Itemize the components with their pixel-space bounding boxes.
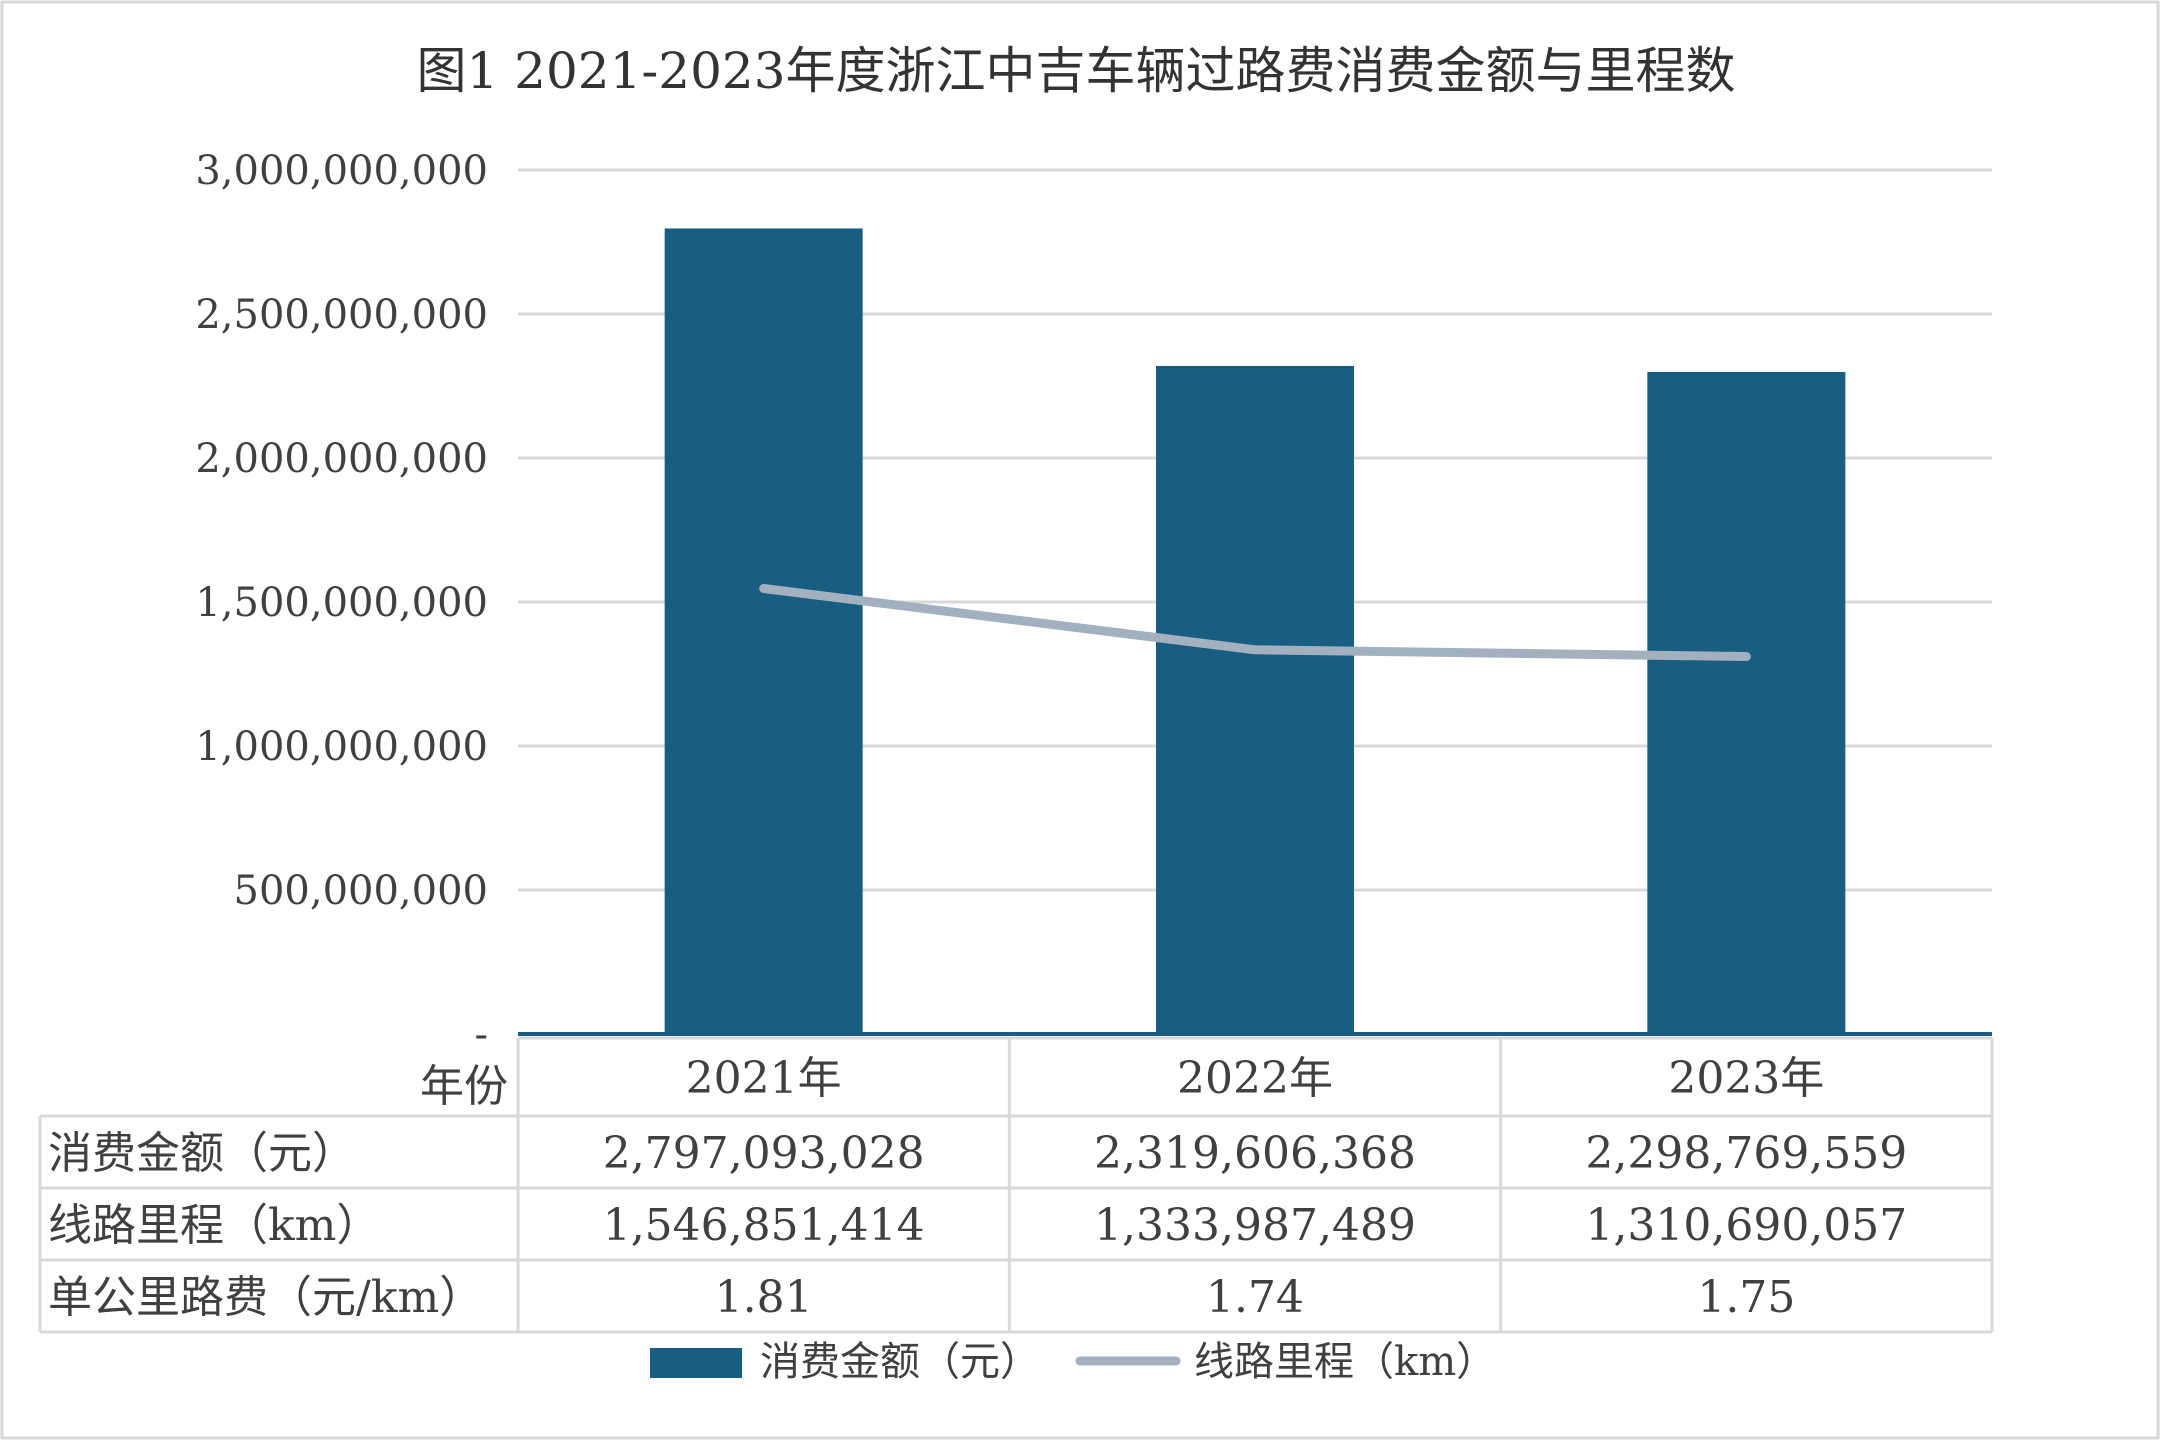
x-category-label: 2021年 (686, 1053, 842, 1104)
table-cell: 1.75 (1697, 1272, 1795, 1323)
bar (664, 228, 863, 1035)
table-cell: 1.81 (715, 1272, 813, 1323)
legend-label: 线路里程（km） (1194, 1339, 1496, 1385)
y-tick-label: 1,000,000,000 (195, 724, 488, 770)
y-tick-label: - (474, 1012, 488, 1058)
x-category-label: 2023年 (1668, 1053, 1824, 1104)
y-tick-label: 2,000,000,000 (195, 436, 488, 482)
line-layer (759, 584, 1751, 662)
table-header-label: 年份 (420, 1061, 508, 1112)
x-category-label: 2022年 (1177, 1053, 1333, 1104)
line-series (759, 584, 1751, 662)
table-cell: 1.74 (1206, 1272, 1304, 1323)
legend: 消费金额（元） 线路里程（km） (650, 1339, 1496, 1385)
table-row-label: 线路里程（km） (48, 1200, 380, 1251)
bar-layer (518, 228, 1992, 1036)
table-cell: 2,797,093,028 (603, 1128, 925, 1179)
y-tick-label: 1,500,000,000 (195, 580, 488, 626)
table-cell: 1,546,851,414 (603, 1200, 925, 1251)
legend-swatch-bar (650, 1348, 742, 1378)
table-cell: 2,319,606,368 (1094, 1128, 1416, 1179)
table-row-label: 单公里路费（元/km） (48, 1272, 483, 1323)
table-cell: 1,333,987,489 (1094, 1200, 1416, 1251)
bar (1647, 371, 1846, 1035)
y-tick-label: 3,000,000,000 (195, 148, 488, 194)
chart-title: 图1 2021-2023年度浙江中吉车辆过路费消费金额与里程数 (416, 42, 1735, 100)
bar (1156, 365, 1354, 1034)
table-cell: 2,298,769,559 (1585, 1128, 1907, 1179)
y-axis-ticks: - 500,000,000 1,000,000,000 1,500,000,000 2,… (195, 148, 488, 1058)
y-tick-label: 500,000,000 (234, 868, 488, 914)
table-row-label: 消费金额（元） (48, 1128, 356, 1179)
legend-label: 消费金额（元） (760, 1339, 1040, 1385)
y-tick-label: 2,500,000,000 (195, 292, 488, 338)
table-cell: 1,310,690,057 (1585, 1200, 1907, 1251)
